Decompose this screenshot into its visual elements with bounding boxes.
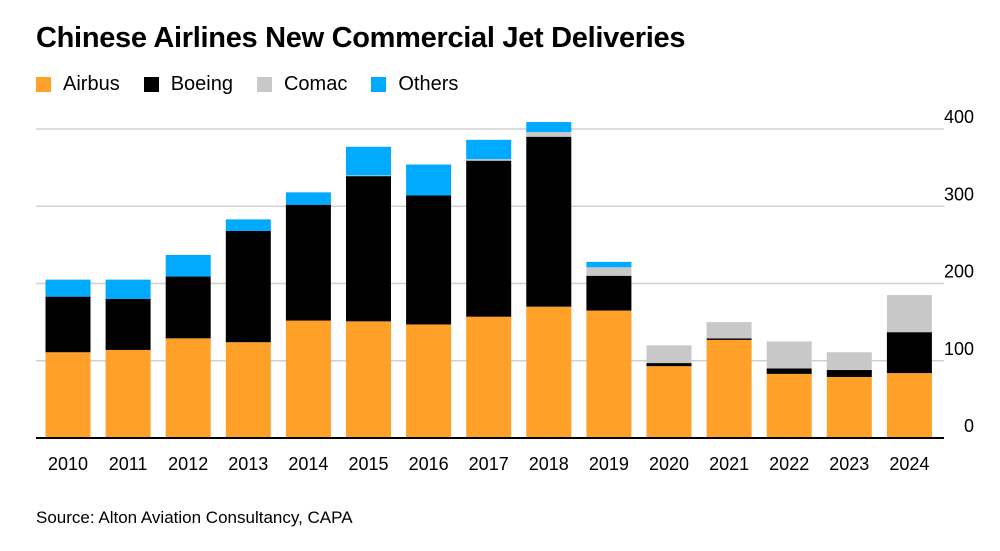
- bar-airbus-2020: [646, 366, 692, 438]
- x-tick-label-2018: 2018: [529, 454, 569, 474]
- bar-comac-2019: [586, 267, 632, 276]
- y-tick-label-400: 400: [944, 107, 974, 127]
- bar-comac-2015: [346, 175, 391, 177]
- x-tick-label-2016: 2016: [409, 454, 449, 474]
- bar-boeing-2012: [165, 276, 211, 339]
- bar-boeing-2024: [886, 332, 932, 374]
- legend-swatch-comac: [256, 77, 272, 92]
- bar-others-2018: [526, 122, 572, 133]
- bar-others-2019: [586, 261, 632, 268]
- bar-boeing-2020: [646, 363, 692, 367]
- x-tick-label-2017: 2017: [469, 454, 509, 474]
- y-tick-label-100: 100: [944, 339, 974, 359]
- bar-airbus-2015: [346, 321, 391, 438]
- x-tick-label-2023: 2023: [829, 454, 869, 474]
- bar-others-2014: [285, 192, 331, 205]
- bar-boeing-2018: [526, 136, 572, 307]
- bar-others-2012: [165, 254, 211, 277]
- bar-boeing-2013: [225, 230, 271, 343]
- y-tick-label-0: 0: [964, 416, 974, 436]
- x-tick-label-2022: 2022: [769, 454, 809, 474]
- x-tick-label-2015: 2015: [348, 454, 388, 474]
- bar-boeing-2022: [766, 368, 812, 374]
- bar-airbus-2014: [285, 320, 331, 438]
- bar-boeing-2017: [466, 160, 512, 317]
- bar-boeing-2015: [346, 176, 391, 322]
- bar-boeing-2010: [45, 296, 91, 353]
- bar-airbus-2023: [826, 376, 872, 438]
- bar-airbus-2017: [466, 316, 512, 438]
- chart-title: Chinese Airlines New Commercial Jet Deli…: [36, 22, 686, 54]
- legend-swatch-others: [371, 77, 387, 92]
- bar-airbus-2012: [165, 338, 211, 438]
- bar-others-2017: [466, 139, 512, 160]
- x-tick-label-2024: 2024: [889, 454, 929, 474]
- bar-airbus-2011: [105, 349, 151, 438]
- legend-label-others: Others: [398, 73, 459, 95]
- bar-airbus-2016: [406, 324, 452, 438]
- legend-label-comac: Comac: [283, 73, 348, 95]
- x-tick-label-2021: 2021: [709, 454, 749, 474]
- bar-boeing-2011: [105, 298, 151, 350]
- bar-airbus-2024: [886, 373, 932, 438]
- bar-airbus-2019: [586, 310, 632, 438]
- y-tick-label-200: 200: [944, 262, 974, 282]
- bar-others-2015: [346, 146, 391, 176]
- bar-airbus-2021: [706, 339, 752, 438]
- bar-comac-2018: [526, 132, 572, 137]
- bar-comac-2024: [886, 295, 932, 333]
- x-tick-label-2019: 2019: [589, 454, 629, 474]
- legend-item-airbus: Airbus: [36, 73, 120, 96]
- bar-boeing-2014: [285, 204, 331, 321]
- legend-item-comac: Comac: [256, 73, 348, 96]
- bar-comac-2023: [826, 352, 872, 371]
- bar-boeing-2023: [826, 370, 872, 377]
- bar-comac-2020: [646, 345, 692, 364]
- bar-comac-2021: [706, 322, 752, 339]
- bar-others-2010: [45, 279, 91, 297]
- bar-comac-2022: [766, 341, 812, 369]
- x-tick-label-2014: 2014: [288, 454, 328, 474]
- bar-others-2016: [406, 164, 452, 196]
- legend-label-airbus: Airbus: [63, 73, 120, 95]
- bar-boeing-2021: [706, 338, 752, 340]
- bar-others-2011: [105, 279, 151, 299]
- x-tick-label-2011: 2011: [109, 454, 148, 474]
- x-tick-label-2010: 2010: [48, 454, 88, 474]
- bar-boeing-2016: [406, 195, 452, 325]
- bar-comac-2017: [466, 159, 512, 161]
- bar-airbus-2013: [225, 342, 271, 438]
- legend-swatch-boeing: [143, 77, 159, 92]
- source-note: Source: Alton Aviation Consultancy, CAPA: [36, 508, 353, 527]
- legend-swatch-airbus: [36, 77, 51, 92]
- bar-others-2013: [225, 219, 271, 231]
- x-tick-label-2013: 2013: [228, 454, 268, 474]
- y-tick-label-300: 300: [944, 184, 974, 204]
- bar-airbus-2010: [45, 352, 91, 438]
- x-tick-label-2012: 2012: [168, 454, 208, 474]
- bar-airbus-2022: [766, 373, 812, 438]
- legend: Airbus Boeing Comac Others: [36, 73, 482, 96]
- bar-airbus-2018: [526, 306, 572, 438]
- legend-item-others: Others: [371, 73, 458, 96]
- x-tick-label-2020: 2020: [649, 454, 689, 474]
- bar-boeing-2019: [586, 275, 632, 311]
- legend-item-boeing: Boeing: [143, 73, 233, 96]
- legend-label-boeing: Boeing: [170, 73, 233, 95]
